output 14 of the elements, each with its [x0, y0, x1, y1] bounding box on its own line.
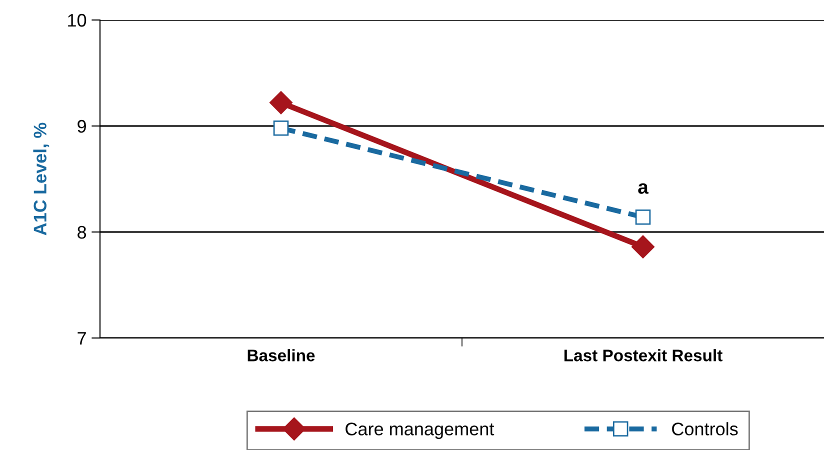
- point: [270, 91, 292, 114]
- y-tick-label: 10: [68, 14, 86, 27]
- annotation: a: [638, 183, 649, 194]
- y-axis-title: A1C Level, %: [33, 122, 50, 236]
- point: [273, 120, 289, 136]
- y-tick-label: 9: [78, 120, 86, 133]
- point: [635, 210, 651, 225]
- legend-label: Controls: [672, 422, 738, 436]
- y-tick-label: 7: [78, 332, 86, 345]
- point: [632, 235, 654, 258]
- x-tick-label: Baseline: [248, 349, 315, 362]
- y-tick-label: 8: [78, 226, 86, 239]
- x-tick-label: Last Postexit Result: [564, 349, 722, 362]
- legend-label: Care management: [346, 422, 494, 439]
